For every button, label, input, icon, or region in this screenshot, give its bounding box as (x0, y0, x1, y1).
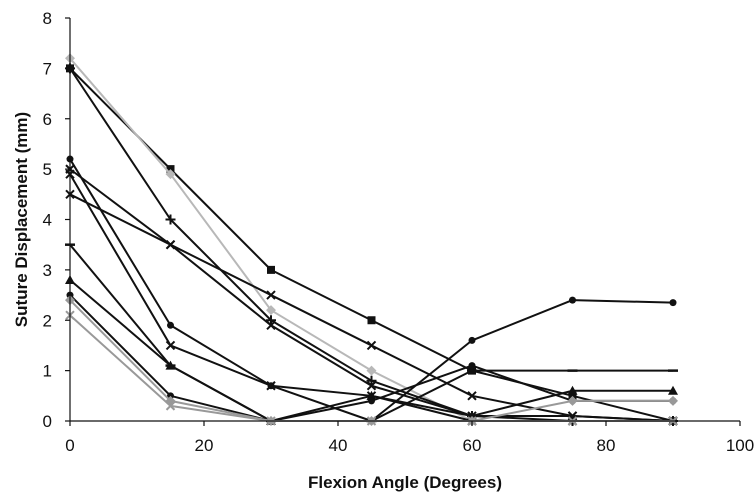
x-ticks: 0 20 40 60 80 100 (65, 421, 754, 455)
series-5 (65, 164, 678, 426)
series-9-point (366, 390, 377, 400)
series-7-point (165, 340, 176, 351)
series-10-point (368, 397, 375, 405)
y-tick-label: 2 (43, 311, 52, 330)
series-11 (65, 295, 678, 426)
series-5-point (266, 320, 276, 330)
series-2-point (266, 305, 276, 316)
series-9-point (165, 360, 176, 370)
y-tick-label: 0 (43, 412, 52, 431)
series-9-point (668, 385, 678, 395)
series-2-point (366, 365, 377, 376)
series-3-point (266, 315, 276, 326)
series-10-point (167, 392, 174, 400)
series-3-point (165, 214, 176, 225)
series-4-point (669, 299, 677, 307)
y-ticks: 0 1 2 3 4 5 6 7 8 (43, 9, 70, 431)
series-11-point (668, 395, 678, 406)
series-4-point (569, 296, 576, 304)
x-tick-label: 20 (195, 436, 214, 455)
series-1-point (367, 316, 376, 325)
series-7-point (266, 381, 276, 391)
x-tick-label: 40 (329, 436, 348, 455)
y-axis-title: Suture Displacement (mm) (12, 112, 31, 327)
y-tick-label: 4 (43, 211, 52, 230)
x-tick-label: 60 (463, 436, 482, 455)
series-6-point (165, 239, 176, 250)
series-6-point (467, 391, 477, 401)
y-tick-label: 1 (43, 362, 52, 381)
plot-area: 0 20 40 60 80 100 0 1 2 3 4 5 6 7 8 (43, 9, 754, 455)
series-1-point (267, 265, 275, 274)
series-layer (65, 53, 678, 426)
series-12-point (165, 401, 176, 411)
y-tick-label: 7 (43, 59, 52, 78)
series-5-point (366, 381, 377, 391)
series-10 (66, 291, 677, 425)
x-tick-label: 80 (597, 436, 616, 455)
x-axis-title: Flexion Angle (Degrees) (308, 473, 502, 492)
series-4-point (167, 321, 174, 329)
x-tick-label: 0 (65, 436, 74, 455)
y-tick-label: 6 (43, 110, 52, 129)
series-3-point (366, 375, 377, 386)
series-4-point (468, 336, 476, 344)
series-10-point (468, 362, 476, 370)
series-11-point (567, 395, 578, 406)
series-6-point (366, 340, 377, 351)
y-tick-label: 5 (43, 160, 52, 179)
series-1-point (568, 391, 577, 400)
y-tick-label: 3 (43, 261, 52, 280)
y-tick-label: 8 (43, 9, 52, 28)
series-2-point (165, 169, 176, 180)
series-6-point (266, 290, 276, 300)
series-9-point (567, 385, 578, 395)
x-tick-label: 100 (726, 436, 754, 455)
series-1-point (166, 165, 175, 174)
